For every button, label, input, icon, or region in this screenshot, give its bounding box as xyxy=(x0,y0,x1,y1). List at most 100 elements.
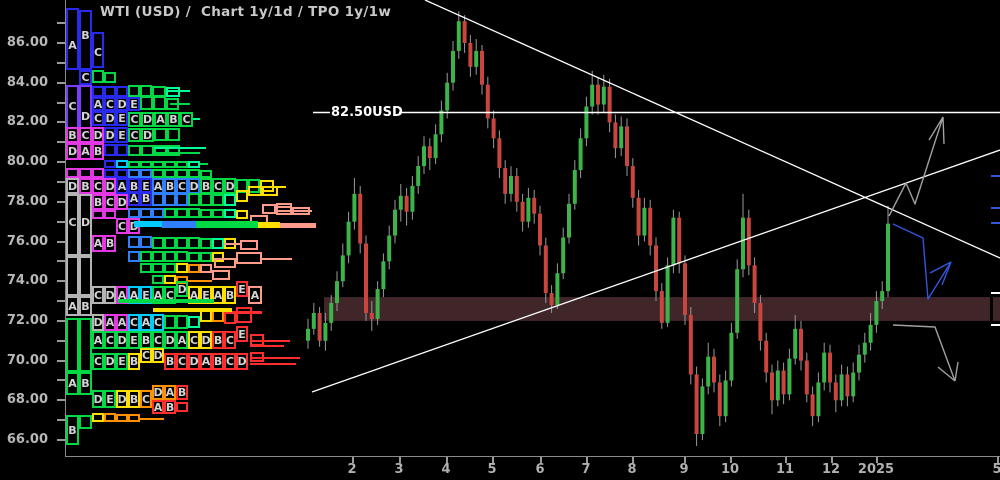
candle-body xyxy=(694,374,699,435)
candle-body xyxy=(422,146,426,167)
candle-body xyxy=(851,372,856,397)
candle-body xyxy=(335,281,339,304)
candle-body xyxy=(642,207,647,236)
candle-body xyxy=(886,223,890,292)
candle-body xyxy=(497,138,502,169)
candle-body xyxy=(445,82,450,111)
candle-body xyxy=(404,195,409,212)
candle-body xyxy=(532,197,537,214)
candle-body xyxy=(538,213,542,246)
candle-body xyxy=(584,106,589,139)
projection-down-grey-arrow[interactable] xyxy=(892,324,956,382)
candle-body xyxy=(688,314,693,375)
candle-body xyxy=(474,50,479,67)
candle-body xyxy=(770,372,774,401)
candle-body xyxy=(630,166,635,198)
candle-body xyxy=(596,84,600,105)
candle-body xyxy=(648,207,653,246)
candle-body xyxy=(323,322,328,341)
candle-body xyxy=(793,328,798,359)
candle-body xyxy=(746,217,751,266)
candle-body xyxy=(543,245,548,294)
candle-body xyxy=(346,221,351,256)
candle-body xyxy=(311,312,316,329)
edge-dash xyxy=(991,207,1000,209)
candle-body xyxy=(456,21,461,51)
candle-body xyxy=(468,43,473,67)
candle-body xyxy=(549,293,554,306)
candle-body xyxy=(804,360,809,395)
candle-body xyxy=(526,197,531,222)
candle-body xyxy=(700,386,705,435)
candle-body xyxy=(828,352,832,383)
projection-up-grey-arrow-head xyxy=(928,116,944,141)
candle-body xyxy=(451,50,455,83)
candle-body xyxy=(572,170,577,204)
candle-body xyxy=(613,122,618,149)
descending-trendline[interactable] xyxy=(424,0,1000,259)
candle-body xyxy=(393,209,397,236)
edge-dash xyxy=(991,324,1000,326)
candle-body xyxy=(810,394,815,417)
candle-body xyxy=(781,370,786,395)
candle-body xyxy=(433,134,438,159)
candle-body xyxy=(387,235,392,262)
candle-body xyxy=(874,301,879,325)
support-zone-band xyxy=(324,297,990,321)
candle-body xyxy=(561,237,566,274)
candle-body xyxy=(741,217,745,270)
candle-body xyxy=(491,118,496,139)
candle-body xyxy=(398,195,403,210)
candle-body xyxy=(352,193,357,222)
candle-body xyxy=(567,203,571,238)
edge-dash xyxy=(991,175,1000,177)
candle-body xyxy=(427,146,432,159)
projection-up-grey-arrow[interactable] xyxy=(888,116,944,217)
candle-body xyxy=(381,261,386,290)
projection-up-grey-arrow-head xyxy=(942,116,945,145)
candle-body xyxy=(375,289,380,319)
support-zone-band-edge xyxy=(993,297,1000,321)
candle-body xyxy=(369,312,374,319)
candle-body xyxy=(514,175,519,202)
candle-body xyxy=(735,269,740,333)
chart-title: WTI (USD) / Chart 1y/1d / TPO 1y/1w xyxy=(100,4,392,20)
candle-body xyxy=(520,201,525,222)
candle-body xyxy=(758,303,763,341)
candle-body xyxy=(683,263,687,315)
candle-body xyxy=(706,356,711,387)
candle-body xyxy=(787,358,792,395)
candle-body xyxy=(317,312,322,341)
candle-body xyxy=(555,273,560,306)
candle-body xyxy=(671,217,676,266)
candle-body xyxy=(833,382,838,401)
candle-body xyxy=(625,126,629,167)
candle-body xyxy=(764,340,769,373)
candle-body xyxy=(816,382,821,417)
ascending-trendline[interactable] xyxy=(311,149,1000,393)
candle-body xyxy=(752,265,757,304)
candle-body xyxy=(619,126,624,149)
candle-body xyxy=(462,21,467,43)
candle-body xyxy=(712,356,716,383)
candle-body xyxy=(845,374,850,397)
edge-dash xyxy=(991,222,1000,224)
candle-body xyxy=(439,110,444,135)
candle-body xyxy=(509,175,513,194)
candle-body xyxy=(358,193,363,244)
projection-blue-arrow-head xyxy=(941,261,952,286)
candle-body xyxy=(654,245,658,292)
candle-body xyxy=(775,370,780,401)
candle-body xyxy=(723,380,728,417)
candle-body xyxy=(601,86,606,105)
candle-body xyxy=(416,166,421,186)
candle-body xyxy=(340,255,345,282)
candle-body xyxy=(410,185,415,212)
candle-body xyxy=(839,374,844,401)
projection-blue-arrow[interactable] xyxy=(892,223,952,300)
candle-body xyxy=(729,332,734,381)
candle-body xyxy=(677,217,682,264)
projection-down-grey-arrow-head xyxy=(937,366,956,382)
